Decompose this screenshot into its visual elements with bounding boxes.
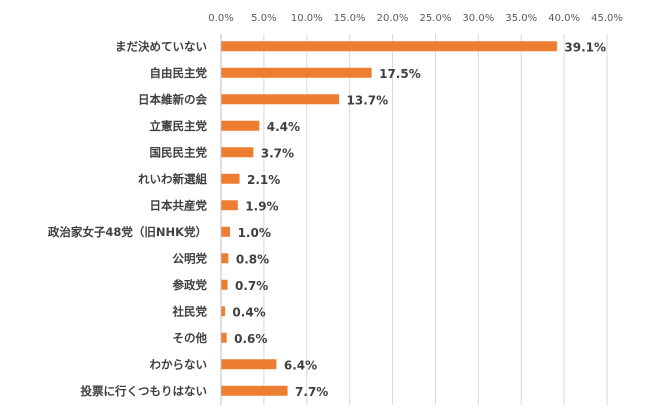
category-label: れいわ新選組 <box>138 172 207 186</box>
category-label: 社民党 <box>172 304 208 318</box>
data-label: 1.0% <box>238 226 271 240</box>
data-label: 3.7% <box>261 146 294 160</box>
data-label: 7.7% <box>295 385 328 399</box>
x-tick-label: 45.0% <box>591 13 623 24</box>
category-label: 投票に行くつもりはない <box>81 384 208 398</box>
data-label: 0.8% <box>236 252 269 266</box>
x-tick-label: 25.0% <box>420 13 452 24</box>
data-label: 1.9% <box>245 199 278 213</box>
category-label: わからない <box>150 357 208 371</box>
category-label: 政治家女子48党（旧NHK党） <box>48 225 207 239</box>
data-label: 39.1% <box>564 40 606 54</box>
category-label: 公明党 <box>173 251 208 265</box>
x-tick-label: 20.0% <box>377 13 409 24</box>
category-label: 自由民主党 <box>150 66 208 80</box>
x-tick-label: 10.0% <box>291 13 323 24</box>
category-label: 日本維新の会 <box>138 92 207 106</box>
bar <box>221 147 254 158</box>
bar <box>221 94 340 105</box>
bar <box>221 67 372 78</box>
bar <box>221 359 277 370</box>
bar <box>221 200 238 211</box>
x-tick-label: 35.0% <box>505 13 537 24</box>
x-tick-label: 0.0% <box>208 13 233 24</box>
category-label: 国民民主党 <box>150 145 208 159</box>
data-label: 17.5% <box>379 67 421 81</box>
x-tick-label: 5.0% <box>251 13 276 24</box>
x-tick-label: 30.0% <box>462 13 494 24</box>
bar <box>221 41 557 52</box>
data-label: 2.1% <box>247 173 280 187</box>
data-label: 0.6% <box>234 332 267 346</box>
bar <box>221 279 228 290</box>
data-label: 6.4% <box>284 358 317 372</box>
category-label: まだ決めていない <box>115 39 207 53</box>
data-label: 13.7% <box>347 93 389 107</box>
data-label: 4.4% <box>267 120 300 134</box>
category-label: 日本共産党 <box>150 198 208 212</box>
bar <box>221 253 229 264</box>
bar <box>221 226 231 237</box>
data-label: 0.4% <box>232 305 265 319</box>
bar <box>221 385 288 396</box>
bar <box>221 173 240 184</box>
category-label: 立憲民主党 <box>150 119 208 133</box>
category-label: その他 <box>173 331 208 345</box>
bar <box>221 332 227 343</box>
x-tick-label: 40.0% <box>548 13 580 24</box>
bar <box>221 120 260 131</box>
data-label: 0.7% <box>235 279 268 293</box>
category-label: 参政党 <box>172 278 208 292</box>
x-tick-label: 15.0% <box>334 13 366 24</box>
bar <box>221 306 225 317</box>
